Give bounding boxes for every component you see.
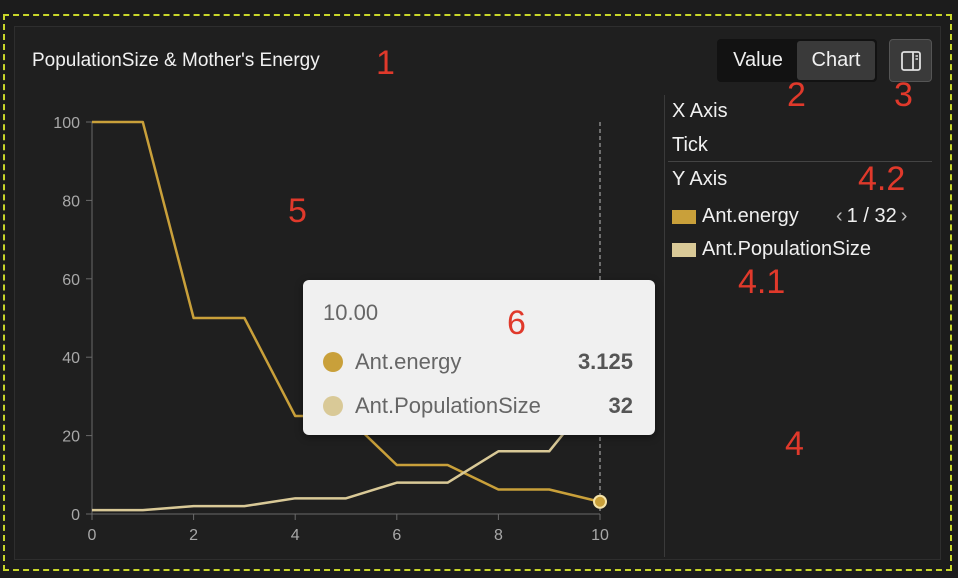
y-tick-label: 100: [53, 115, 80, 132]
side-panel-separator: [668, 161, 932, 162]
selection-frame: [3, 14, 952, 571]
side-panel-icon: [900, 50, 921, 71]
panel-title: PopulationSize & Mother's Energy: [32, 50, 320, 71]
x-tick-label: 10: [591, 527, 609, 544]
chart-tooltip: 10.00 Ant.energy 3.125 Ant.PopulationSiz…: [303, 280, 655, 435]
chevron-right-icon[interactable]: ›: [900, 205, 908, 227]
annotation-label: 5: [288, 192, 307, 230]
x-tick-label: 2: [189, 527, 198, 544]
x-tick-label: 6: [392, 527, 401, 544]
x-tick-label: 8: [494, 527, 503, 544]
annotation-label: 4.2: [858, 160, 906, 198]
tooltip-row-population: Ant.PopulationSize 32: [323, 384, 633, 428]
legend-swatch: [672, 242, 696, 257]
tooltip-series-name: Ant.PopulationSize: [355, 393, 541, 418]
tooltip-series-value: 3.125: [577, 349, 633, 374]
y-tick-label: 20: [62, 429, 80, 446]
y-tick-label: 40: [62, 350, 80, 367]
legend-swatch: [672, 209, 696, 224]
chevron-left-icon[interactable]: ‹: [836, 205, 843, 227]
view-toggle: Value Chart: [717, 39, 877, 82]
annotation-label: 6: [507, 304, 526, 342]
y-tick-label: 0: [71, 507, 80, 524]
annotation-label: 3: [894, 76, 913, 114]
tooltip-series-value: 32: [608, 393, 633, 418]
legend-item-energy[interactable]: Ant.energy: [672, 205, 799, 228]
legend-label: Ant.PopulationSize: [702, 238, 872, 260]
side-panel-toggle-button[interactable]: [889, 39, 932, 82]
chart-panel: [14, 26, 941, 560]
y-tick-label: 80: [62, 193, 80, 210]
annotation-label: 4.1: [738, 263, 786, 301]
hover-point-marker: [593, 494, 607, 509]
legend-item-population[interactable]: Ant.PopulationSize: [672, 238, 871, 261]
annotation-label: 4: [785, 425, 804, 463]
pager-text: 1 / 32: [846, 205, 897, 227]
x-tick-label: 0: [88, 527, 97, 544]
x-axis-label: X Axis: [672, 100, 728, 122]
annotation-label: 2: [787, 76, 806, 114]
series-line-population: [92, 387, 601, 512]
value-view-button[interactable]: Value: [733, 49, 783, 71]
x-axis-field[interactable]: Tick: [672, 134, 708, 156]
y-tick-label: 60: [62, 272, 80, 289]
chart-view-button[interactable]: Chart: [797, 41, 875, 80]
tooltip-dot: [323, 396, 343, 416]
tooltip-row-energy: Ant.energy 3.125: [323, 340, 633, 384]
tooltip-series-name: Ant.energy: [355, 349, 462, 374]
tooltip-x-value: 10.00: [323, 300, 379, 325]
x-tick-label: 4: [291, 527, 300, 544]
y-axis-label: Y Axis: [672, 168, 728, 190]
side-panel-divider: [664, 95, 665, 557]
legend-label: Ant.energy: [702, 205, 799, 227]
legend-pager: ‹ 1 / 32 ›: [836, 205, 907, 228]
tooltip-dot: [323, 352, 343, 372]
annotation-label: 1: [376, 44, 395, 82]
